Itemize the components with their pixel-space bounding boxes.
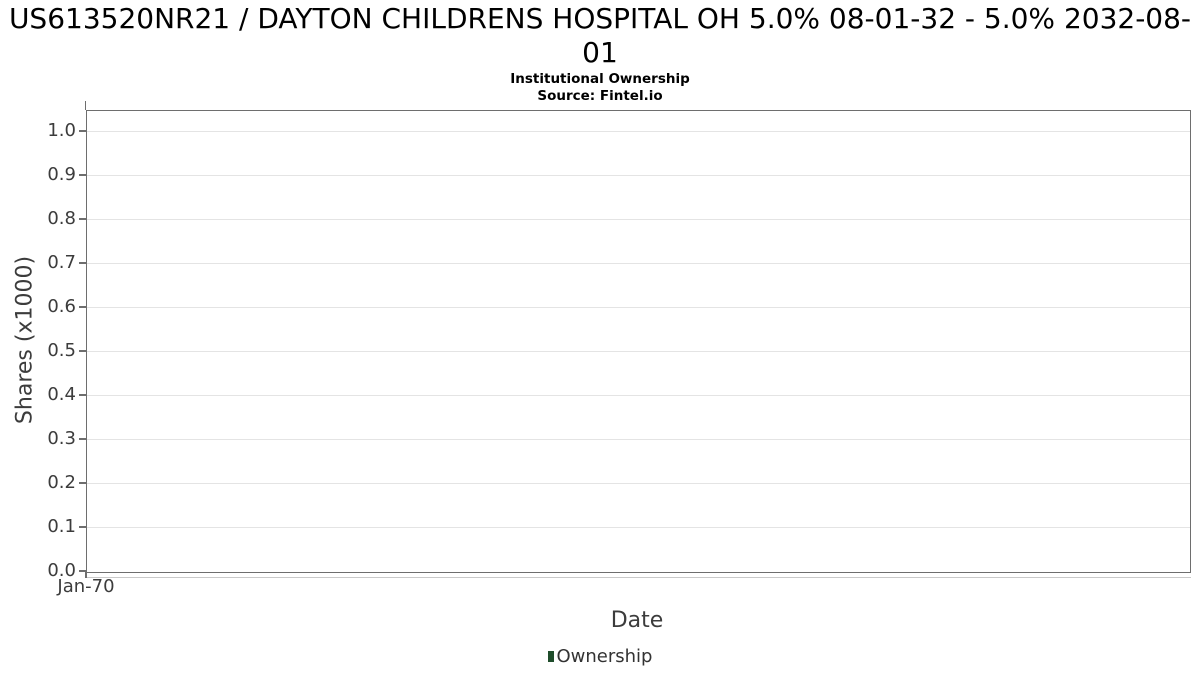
- x-axis-title: Date: [610, 608, 664, 633]
- x-axis-line: [86, 577, 1191, 578]
- y-gridline: [87, 175, 1190, 176]
- y-tick-label: 0.3: [47, 428, 76, 449]
- y-tick-mark: [79, 130, 86, 132]
- y-tick-label: 0.6: [47, 296, 76, 317]
- legend-item[interactable]: Ownership: [547, 645, 653, 668]
- y-tick-mark: [79, 174, 86, 176]
- y-tick-label: 0.1: [47, 516, 76, 537]
- y-tick-label: 0.7: [47, 252, 76, 273]
- y-tick-label: 0.0: [47, 560, 76, 581]
- y-tick-mark: [79, 438, 86, 440]
- legend-label: Ownership: [556, 646, 653, 667]
- y-gridline: [87, 439, 1190, 440]
- y-tick-label: 0.5: [47, 340, 76, 361]
- y-tick-label: 0.8: [47, 208, 76, 229]
- x-tick-label: Jan-70: [57, 576, 115, 597]
- y-tick-mark: [79, 570, 86, 572]
- y-tick-mark: [79, 218, 86, 220]
- x-tick-mark: [85, 572, 87, 578]
- y-tick-mark: [79, 482, 86, 484]
- y-tick-label: 0.4: [47, 384, 76, 405]
- y-gridline: [87, 219, 1190, 220]
- y-tick-label: 0.2: [47, 472, 76, 493]
- y-gridline: [87, 395, 1190, 396]
- y-tick-mark: [79, 306, 86, 308]
- chart-title: US613520NR21 / DAYTON CHILDRENS HOSPITAL…: [8, 2, 1192, 69]
- plot-area: [86, 110, 1191, 573]
- y-gridline: [87, 351, 1190, 352]
- y-tick-mark: [79, 262, 86, 264]
- y-tick-mark: [79, 394, 86, 396]
- chart-subtitle: Institutional Ownership: [510, 71, 690, 87]
- legend-marker-icon: [547, 651, 554, 662]
- y-tick-label: 0.9: [47, 164, 76, 185]
- y-gridline: [87, 527, 1190, 528]
- y-gridline: [87, 307, 1190, 308]
- y-gridline: [87, 131, 1190, 132]
- y-gridline: [87, 483, 1190, 484]
- legend: Ownership: [0, 645, 1200, 668]
- y-axis-spine-extension: [85, 101, 86, 110]
- y-tick-label: 1.0: [47, 120, 76, 141]
- y-tick-mark: [79, 350, 86, 352]
- y-gridline: [87, 263, 1190, 264]
- y-tick-mark: [79, 526, 86, 528]
- chart-source: Source: Fintel.io: [537, 88, 663, 104]
